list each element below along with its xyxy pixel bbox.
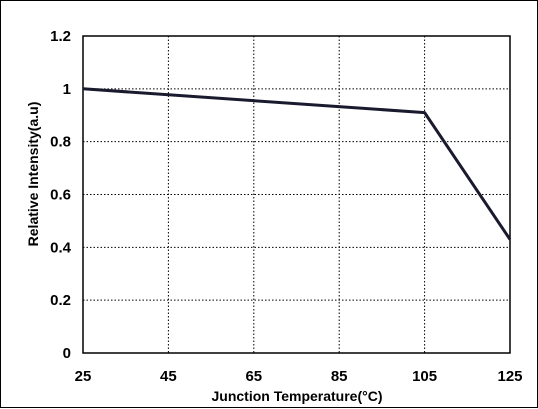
y-tick-label: 1.2 [50,28,71,45]
y-tick-labels: 0 0.2 0.4 0.6 0.8 1 1.2 [50,28,72,362]
x-tick-label: 85 [331,368,348,385]
plot-border [82,35,511,354]
y-tick-label: 0.8 [50,134,71,151]
y-tick-label: 0 [63,345,71,362]
x-tick-label: 65 [245,368,262,385]
x-tick-labels: 25 45 65 85 105 125 [75,368,523,385]
horizontal-gridlines [83,88,510,301]
y-tick-label: 1 [63,81,71,98]
x-tick-label: 105 [412,368,437,385]
x-tick-label: 125 [497,368,522,385]
x-tick-label: 45 [160,368,177,385]
y-axis-title: Relative Intensity(a.u) [25,102,41,247]
x-axis-title: Junction Temperature(°C) [211,388,382,404]
series-line [82,87,512,241]
series-layer [82,87,512,241]
y-tick-label: 0.6 [50,187,71,204]
y-tick-label: 0.2 [50,292,71,309]
x-tick-label: 25 [75,368,92,385]
y-tick-label: 0.4 [50,239,72,256]
